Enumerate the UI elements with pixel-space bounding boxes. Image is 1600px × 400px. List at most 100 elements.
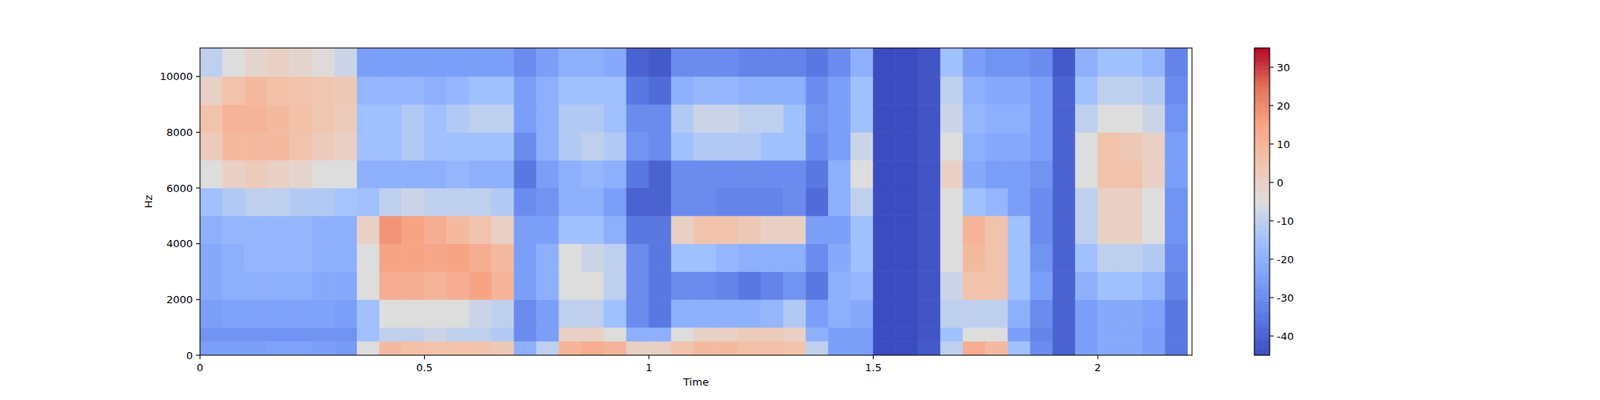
cell [492, 272, 515, 300]
colorbar-gradient [1254, 129, 1270, 132]
cell [559, 188, 582, 216]
chart: 00.511.520200040006000800010000TimeHz-40… [0, 0, 1600, 400]
colorbar-gradient [1254, 158, 1270, 161]
cell [805, 160, 828, 188]
cell [1030, 272, 1053, 300]
cell [289, 327, 312, 341]
cell [581, 327, 604, 341]
colorbar-gradient [1254, 342, 1270, 345]
colorbar-gradient [1254, 229, 1270, 232]
cell [896, 244, 919, 272]
cell [334, 299, 357, 328]
cell [985, 104, 1008, 133]
cell [469, 48, 492, 77]
cell [1075, 341, 1098, 356]
colorbar-gradient [1254, 165, 1270, 168]
cell [581, 216, 604, 244]
cell [1008, 216, 1031, 244]
cell [873, 76, 896, 105]
cell [783, 104, 806, 133]
cell [828, 160, 852, 188]
cell [222, 48, 245, 77]
cell [312, 216, 335, 244]
cell [1097, 272, 1120, 300]
colorbar-gradient [1254, 222, 1270, 225]
cell [671, 132, 694, 160]
cell [379, 104, 402, 133]
cell [648, 272, 672, 300]
cell [1075, 132, 1098, 160]
colorbar-gradient [1254, 193, 1270, 196]
cell [289, 216, 312, 244]
cell [424, 244, 448, 272]
cell [940, 272, 964, 300]
cell [873, 160, 896, 188]
cell [267, 244, 290, 272]
cell [222, 299, 245, 328]
cell [648, 160, 672, 188]
cell [896, 76, 919, 105]
cell [267, 76, 290, 105]
cell [401, 48, 424, 77]
cell [1120, 48, 1143, 77]
cell [693, 299, 716, 328]
cell [469, 104, 492, 133]
colorbar-gradient [1254, 127, 1270, 130]
colorbar-gradient [1254, 145, 1270, 148]
cell [648, 188, 672, 216]
colorbar-gradient [1254, 255, 1270, 258]
x-tick [648, 355, 650, 360]
colorbar-tick-label: 10 [1276, 138, 1291, 151]
cell [1030, 188, 1053, 216]
cell [1097, 299, 1120, 328]
cell [536, 48, 560, 77]
cell [244, 188, 268, 216]
x-tick-label: 2 [1094, 361, 1101, 374]
colorbar-frame [1254, 48, 1270, 356]
cell [1075, 48, 1098, 77]
cell [222, 244, 245, 272]
cell [469, 327, 492, 341]
cell [805, 76, 828, 105]
cell [559, 132, 582, 160]
cell [312, 188, 335, 216]
cell [334, 76, 357, 105]
cell [514, 327, 537, 341]
cell [312, 327, 335, 341]
cell [447, 327, 470, 341]
cell [401, 132, 424, 160]
colorbar-gradient [1254, 312, 1270, 315]
cell [671, 341, 694, 356]
cell [963, 244, 986, 272]
cell [985, 160, 1008, 188]
colorbar-gradient [1254, 288, 1270, 292]
cell [896, 188, 919, 216]
cell [492, 299, 515, 328]
cell [379, 48, 402, 77]
cell [1142, 244, 1165, 272]
cell [469, 272, 492, 300]
cell [873, 48, 896, 77]
cell [918, 327, 941, 341]
cell [1120, 188, 1143, 216]
cell [312, 244, 335, 272]
cell [424, 216, 448, 244]
cell [805, 48, 828, 77]
cell [873, 272, 896, 300]
colorbar-gradient [1254, 91, 1270, 94]
cell [1120, 299, 1143, 328]
x-tick [1097, 355, 1099, 360]
cell [356, 327, 380, 341]
cell [536, 272, 560, 300]
cell [379, 272, 402, 300]
cell [334, 160, 357, 188]
cell [581, 76, 604, 105]
cell [379, 244, 402, 272]
cell [1164, 244, 1188, 272]
cell [783, 244, 806, 272]
cell [514, 272, 537, 300]
colorbar-gradient [1254, 99, 1270, 102]
cell [851, 272, 874, 300]
cell [1164, 76, 1188, 105]
cell [828, 216, 852, 244]
